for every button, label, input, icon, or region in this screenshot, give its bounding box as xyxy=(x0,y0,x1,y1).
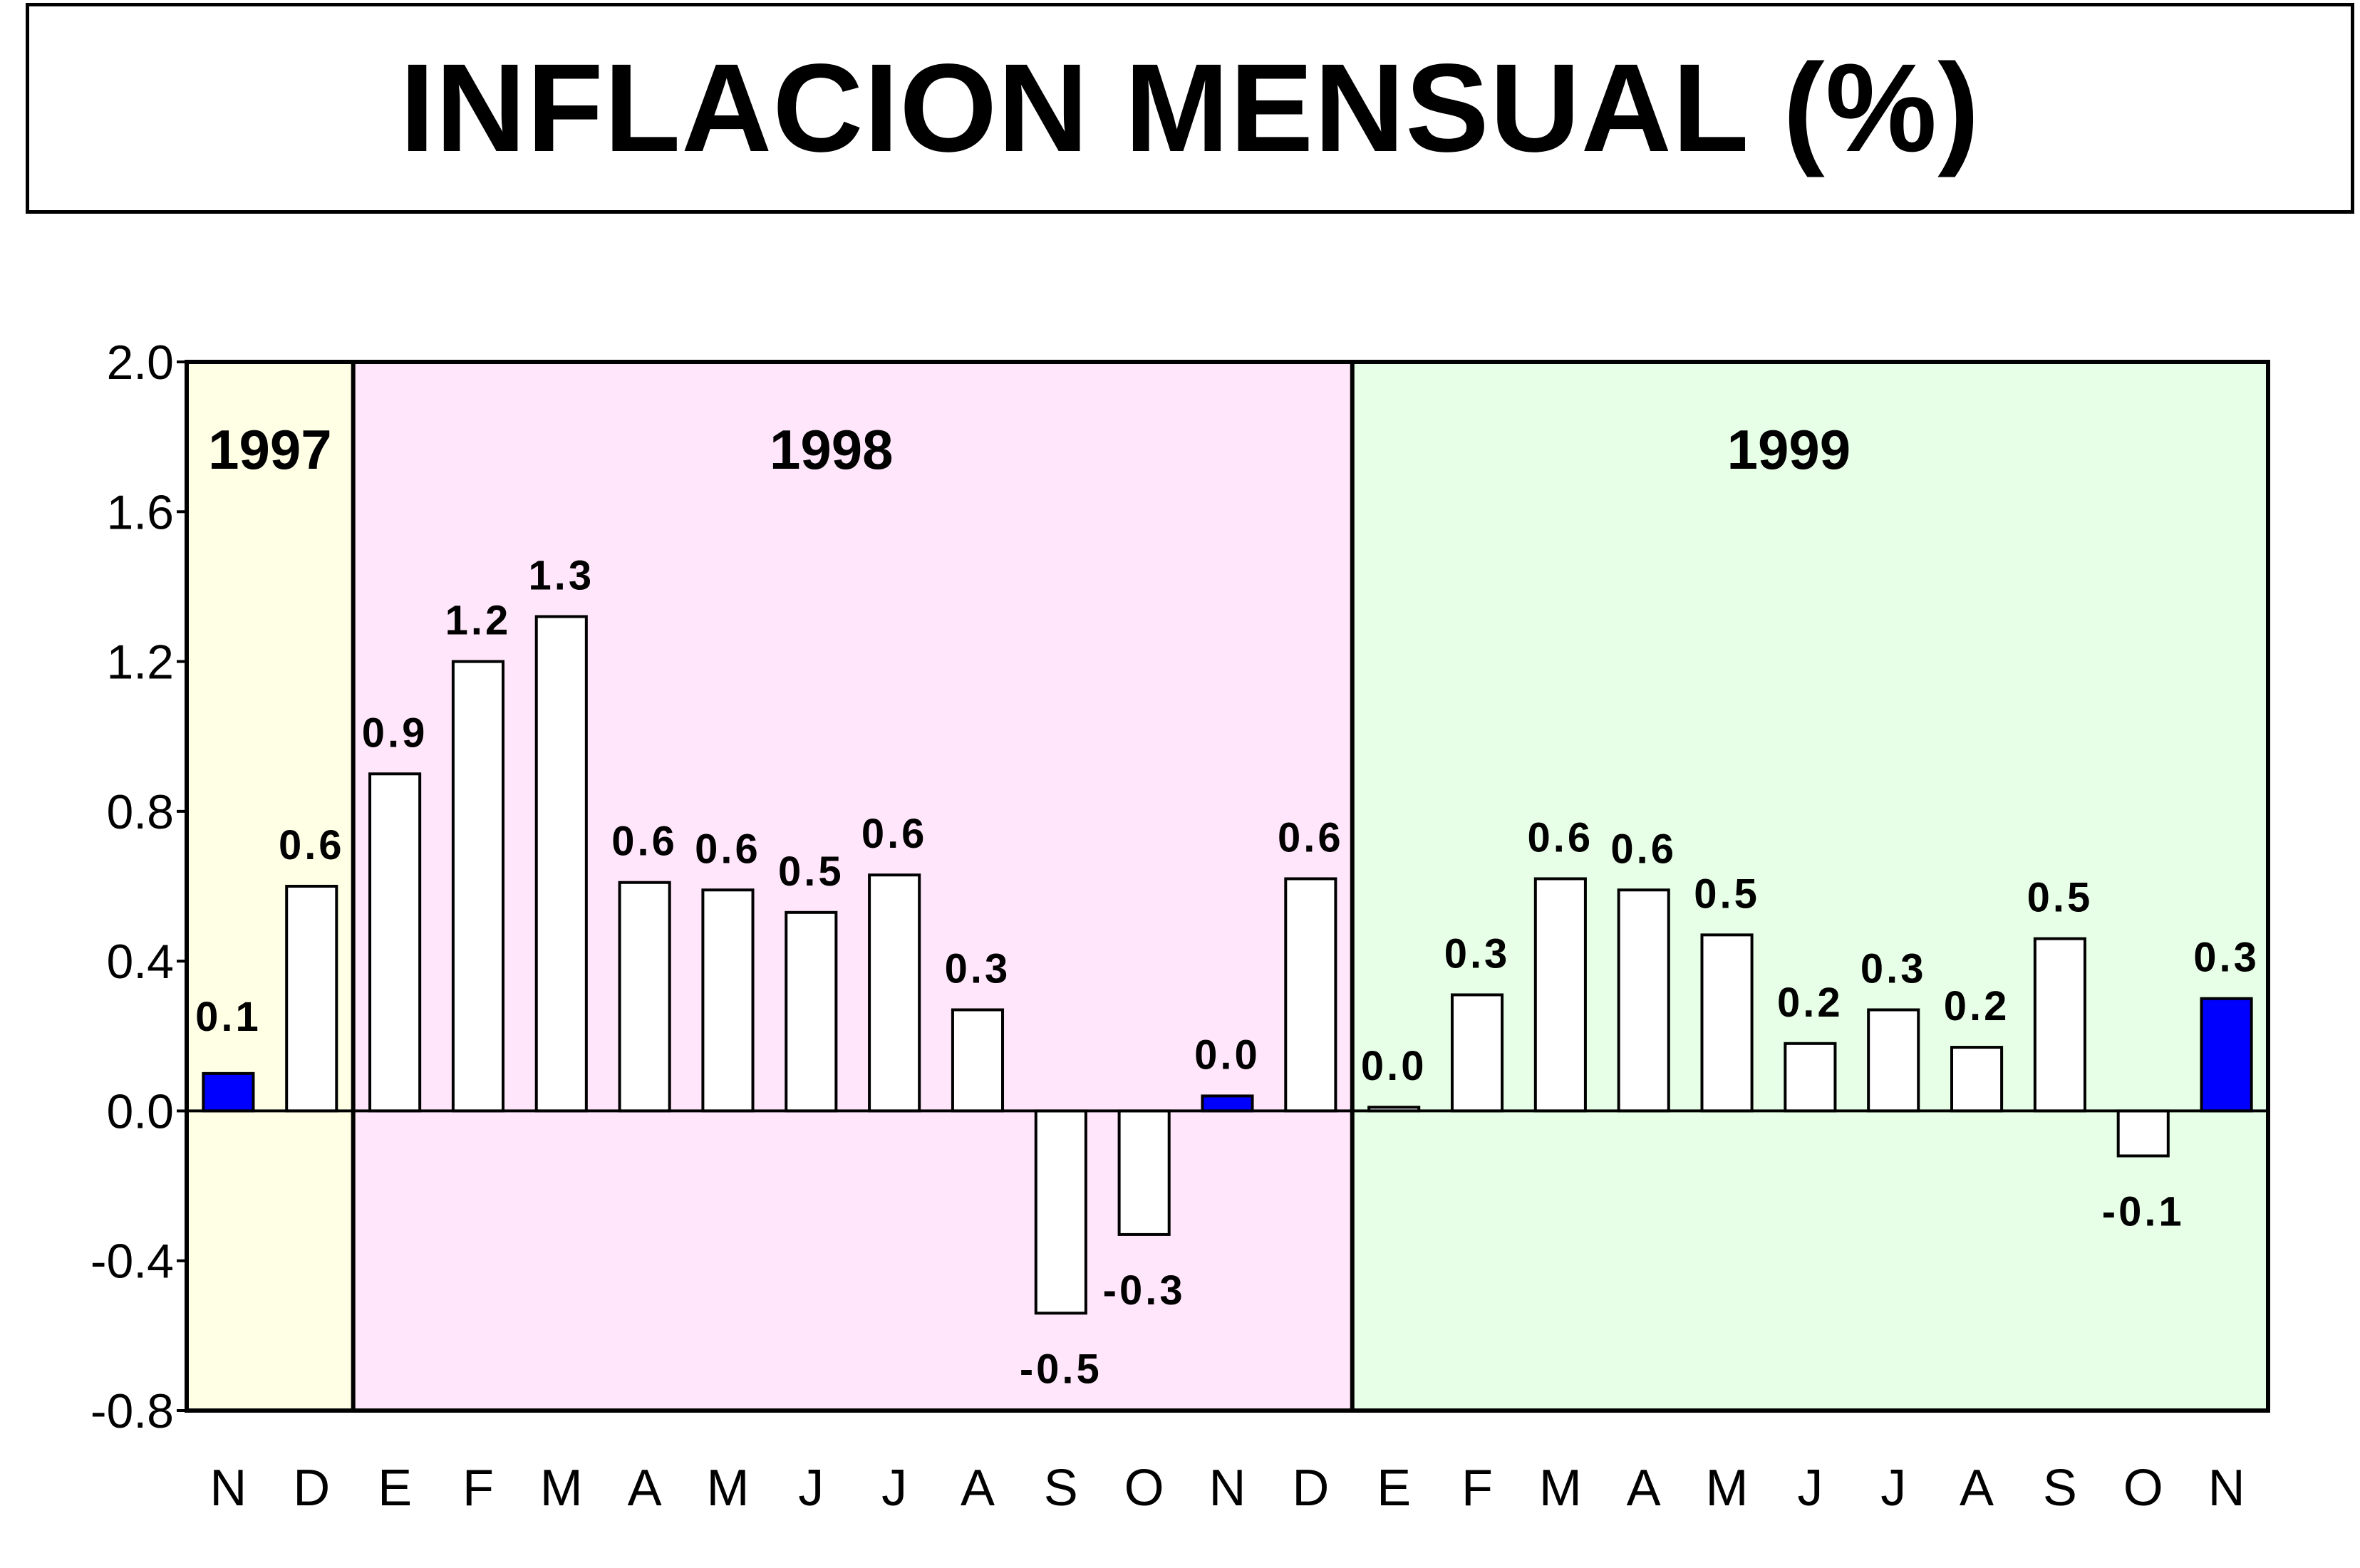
y-tick-label: 2.0 xyxy=(106,336,174,390)
bar xyxy=(618,881,671,1113)
year-band-1999 xyxy=(1352,362,2268,1411)
x-tick-label: M xyxy=(540,1460,583,1517)
data-label: 0.6 xyxy=(1610,826,1677,872)
data-label: 0.1 xyxy=(195,994,262,1040)
bar xyxy=(202,1071,255,1113)
bar xyxy=(1867,1008,1920,1113)
data-label: -0.1 xyxy=(2102,1189,2185,1235)
plot-border xyxy=(185,360,2270,1413)
bar xyxy=(1201,1094,1254,1113)
bar xyxy=(534,615,588,1113)
x-tick-label: O xyxy=(2123,1460,2163,1517)
bar xyxy=(1117,1109,1171,1236)
bar xyxy=(1617,888,1670,1113)
data-label: 0.6 xyxy=(695,826,761,872)
data-label: 0.6 xyxy=(279,822,345,868)
data-label: 1.3 xyxy=(528,552,594,598)
year-bands xyxy=(187,362,2268,1411)
x-tick-label: F xyxy=(462,1460,494,1517)
x-tick-label: M xyxy=(1706,1460,1749,1517)
data-label: -0.5 xyxy=(1020,1346,1102,1392)
x-tick-label: E xyxy=(378,1460,412,1517)
data-label: 0.6 xyxy=(1278,814,1344,861)
x-tick-label: E xyxy=(1377,1460,1411,1517)
plot-frame xyxy=(185,360,2270,1413)
data-label: 0.6 xyxy=(1528,814,1594,861)
year-band-label-1999: 1999 xyxy=(1727,418,1851,481)
bar xyxy=(701,888,755,1113)
bar xyxy=(1784,1042,1837,1113)
bar xyxy=(2200,997,2253,1113)
x-tick-label: J xyxy=(798,1460,824,1517)
x-tick-label: A xyxy=(628,1460,662,1517)
bar xyxy=(2033,937,2086,1113)
y-tick-label: 0.8 xyxy=(106,785,174,839)
chart-title: INFLACION MENSUAL (%) xyxy=(400,38,1980,178)
bar xyxy=(785,910,838,1113)
year-band-1998 xyxy=(353,362,1352,1411)
bar xyxy=(1450,993,1504,1113)
bar xyxy=(368,772,422,1113)
data-label: 0.6 xyxy=(861,811,928,857)
bar xyxy=(451,660,504,1113)
x-tick-label: J xyxy=(1880,1460,1906,1517)
year-band-labels: 1997 1998 1999 xyxy=(208,418,1851,481)
data-label: 0.3 xyxy=(2193,935,2260,981)
bar xyxy=(2116,1109,2170,1158)
data-label: 0.0 xyxy=(1361,1043,1427,1089)
bar xyxy=(1284,877,1337,1113)
bar xyxy=(1950,1046,2004,1113)
data-label: 0.5 xyxy=(2027,875,2094,921)
x-tick-label: A xyxy=(1627,1460,1661,1517)
bars xyxy=(202,615,2253,1315)
data-label: 0.3 xyxy=(1860,945,1927,992)
year-band-label-1997: 1997 xyxy=(208,418,332,481)
data-label: 0.3 xyxy=(945,945,1011,992)
x-tick-label: D xyxy=(293,1460,330,1517)
x-tick-label: S xyxy=(1044,1460,1078,1517)
bar xyxy=(868,873,921,1113)
y-tick-label: -0.4 xyxy=(90,1235,174,1289)
data-label: 0.3 xyxy=(1444,930,1511,977)
data-label: 1.2 xyxy=(445,598,512,644)
x-tick-label: O xyxy=(1124,1460,1164,1517)
x-tick-label: F xyxy=(1461,1460,1493,1517)
data-label: -0.3 xyxy=(1103,1267,1186,1314)
x-tick-label: J xyxy=(1797,1460,1823,1517)
x-tick-label: N xyxy=(209,1460,247,1517)
bar xyxy=(1700,933,1754,1113)
x-tick-label: N xyxy=(2208,1460,2245,1517)
x-tick-label: N xyxy=(1209,1460,1246,1517)
x-tick-label: S xyxy=(2043,1460,2077,1517)
y-tick-label: 0.0 xyxy=(106,1084,174,1138)
bar xyxy=(951,1008,1005,1113)
y-tick-label: 0.4 xyxy=(106,935,174,989)
bar xyxy=(1034,1109,1087,1315)
x-tick-label: M xyxy=(706,1460,749,1517)
y-tick-label: 1.6 xyxy=(106,485,174,539)
x-tick-label: A xyxy=(961,1460,995,1517)
data-label: 0.2 xyxy=(1777,980,1843,1026)
data-label: 0.0 xyxy=(1194,1032,1261,1078)
data-label: 0.9 xyxy=(362,710,428,756)
x-tick-label: D xyxy=(1292,1460,1329,1517)
data-labels: 0.1 0.6 0.9 1.2 1.3 0.6 0.6 0.5 0.6 0.3 -0.5-0.3 0.… xyxy=(195,552,2260,1392)
data-label: 0.5 xyxy=(778,848,844,895)
data-label: 0.2 xyxy=(1944,983,2010,1029)
y-tick-label: 1.2 xyxy=(106,635,174,690)
y-tick-label: -0.8 xyxy=(90,1384,174,1438)
y-axis: 2.0 1.6 1.2 0.8 0.4 0.0 -0.4 -0.8 xyxy=(90,336,187,1438)
x-tick-label: A xyxy=(1960,1460,1994,1517)
x-tick-label: J xyxy=(881,1460,907,1517)
chart-title-box: INFLACION MENSUAL (%) xyxy=(26,3,2354,214)
bar xyxy=(285,885,338,1113)
x-tick-label: M xyxy=(1539,1460,1582,1517)
data-label: 0.5 xyxy=(1694,871,1760,917)
data-label: 0.6 xyxy=(611,819,678,865)
year-band-label-1998: 1998 xyxy=(770,418,894,481)
bar xyxy=(1533,877,1587,1113)
